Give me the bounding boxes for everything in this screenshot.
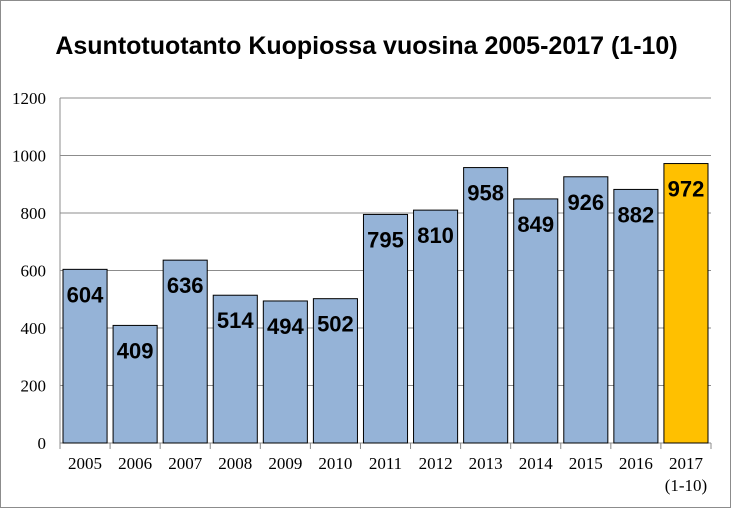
bar xyxy=(362,213,409,444)
x-tick-label-line: 2011 xyxy=(369,454,402,473)
data-label: 958 xyxy=(467,181,504,206)
data-label: 849 xyxy=(517,212,554,237)
x-tick-label-line: 2014 xyxy=(519,454,554,473)
x-tick-label-line: 2012 xyxy=(419,454,453,473)
x-tick-label-line: 2006 xyxy=(118,454,152,473)
x-tick-label-line: 2016 xyxy=(619,454,653,473)
x-tick-label: 2015 xyxy=(569,454,603,473)
y-tick-label: 1200 xyxy=(12,89,46,108)
bar xyxy=(413,209,459,444)
x-tick-label-line: 2005 xyxy=(68,454,102,473)
x-tick-label: 2005 xyxy=(68,454,102,473)
bar xyxy=(463,167,509,444)
x-tick-label: 2014 xyxy=(519,454,554,473)
bar xyxy=(162,259,208,444)
x-tick-label: 2013 xyxy=(469,454,503,473)
data-label: 810 xyxy=(417,223,454,248)
data-label: 502 xyxy=(317,312,354,337)
data-label: 795 xyxy=(367,227,404,252)
x-tick-label-line: 2007 xyxy=(168,454,203,473)
bar xyxy=(663,163,709,444)
x-tick-label-line: 2015 xyxy=(569,454,603,473)
x-tick-label-line: (1-10) xyxy=(665,476,707,495)
bar xyxy=(312,298,358,444)
bar xyxy=(112,324,158,444)
data-label: 882 xyxy=(618,202,655,227)
bar xyxy=(513,198,559,444)
x-tick-label-line: 2017 xyxy=(669,454,704,473)
x-tick-label: 2011 xyxy=(369,454,402,473)
y-tick-label: 0 xyxy=(38,434,47,453)
x-tick-label: 2012 xyxy=(419,454,453,473)
data-label: 972 xyxy=(668,177,705,202)
x-tick-label: 2009 xyxy=(268,454,302,473)
chart-title: Asuntotuotanto Kuopiossa vuosina 2005-20… xyxy=(55,32,678,60)
x-tick-label-line: 2013 xyxy=(469,454,503,473)
data-label: 494 xyxy=(267,314,304,339)
x-tick-label: 2017 (1-10) xyxy=(665,454,707,495)
y-tick-label: 600 xyxy=(21,262,47,281)
data-label: 409 xyxy=(117,338,154,363)
data-label: 604 xyxy=(67,282,104,307)
x-tick-label: 2007 xyxy=(168,454,203,473)
x-tick-label: 2010 xyxy=(318,454,352,473)
bar xyxy=(262,300,308,444)
bar xyxy=(62,268,108,444)
bar xyxy=(212,294,258,444)
x-tick-label: 2008 xyxy=(218,454,252,473)
data-label: 636 xyxy=(167,273,204,298)
y-tick-label: 800 xyxy=(21,204,47,223)
x-tick-label: 2006 xyxy=(118,454,152,473)
x-tick-label-line: 2009 xyxy=(268,454,302,473)
x-tick-label: 2016 xyxy=(619,454,653,473)
data-label: 514 xyxy=(217,308,254,333)
data-label: 926 xyxy=(567,190,604,215)
bar xyxy=(613,188,659,444)
y-tick-label: 400 xyxy=(21,319,47,338)
y-tick-label: 1000 xyxy=(12,147,46,166)
x-tick-label-line: 2008 xyxy=(218,454,252,473)
y-tick-label: 200 xyxy=(21,377,47,396)
bar xyxy=(563,176,609,444)
x-tick-label-line: 2010 xyxy=(318,454,352,473)
